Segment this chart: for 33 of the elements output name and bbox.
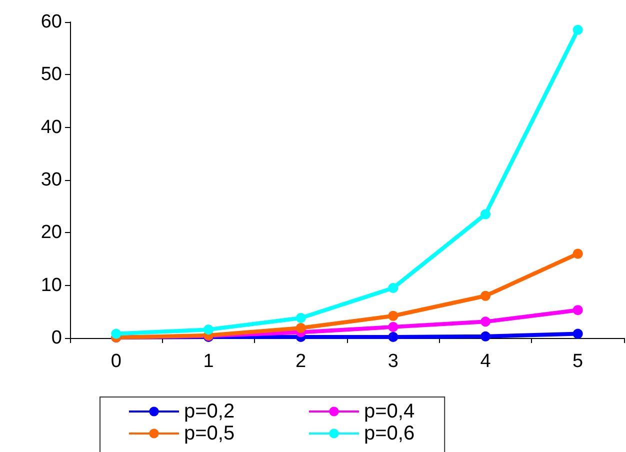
point [296,312,306,323]
point [204,324,214,335]
point [572,328,583,339]
legend-label: p=0,2 [184,400,235,422]
point [480,331,490,342]
y-tick-label: 50 [40,64,62,86]
point [296,322,306,333]
x-tick-label: 1 [203,351,214,372]
x-tick-label: 4 [480,351,492,372]
y-tick-label: 60 [40,12,62,32]
point [480,290,490,301]
point [388,282,398,293]
point [111,328,122,339]
y-tick-label: 40 [40,116,62,138]
x-tick-label: 3 [388,351,398,372]
point [480,209,490,220]
point [388,322,398,332]
point [480,316,490,327]
point [572,24,583,35]
point [572,305,583,316]
legend-label: p=0,5 [184,422,235,444]
y-tick-label: 30 [40,170,62,190]
point [388,310,398,321]
x-tick-label: 5 [572,351,584,372]
point [388,332,398,342]
x-tick-label: 2 [296,351,306,372]
x-tick-label: 0 [110,351,122,372]
y-tick-label: 10 [40,274,62,296]
point [572,248,583,259]
legend-label: p=0,6 [364,422,415,444]
legend-label: p=0,4 [364,400,415,422]
y-tick-label: 20 [40,222,62,244]
y-tick-label: 0 [51,328,62,348]
